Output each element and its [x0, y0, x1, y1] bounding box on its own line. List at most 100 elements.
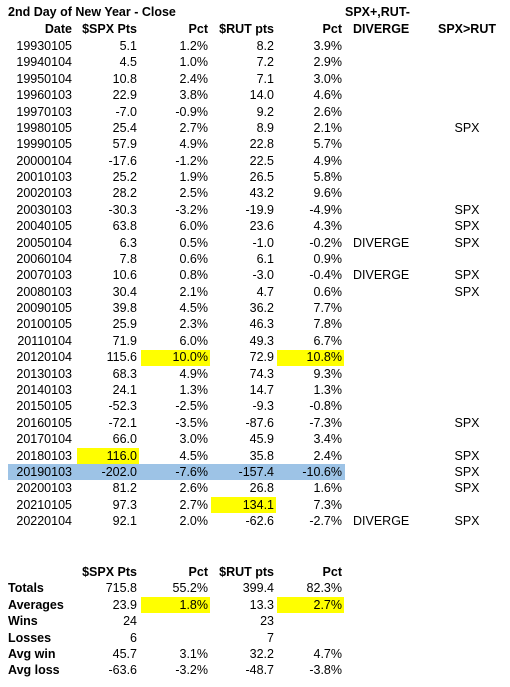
- table-cell: SPX: [454, 284, 480, 299]
- table-cell: 115.6: [106, 350, 137, 365]
- table-cell: 14.7: [249, 382, 274, 397]
- table-cell: 14.0: [249, 88, 274, 103]
- summary-cell: 4.7%: [313, 647, 343, 661]
- table-cell: 3.0%: [313, 71, 343, 86]
- table-cell: 7.8%: [313, 317, 343, 332]
- column-header: Date: [44, 22, 72, 36]
- table-cell: -4.9%: [309, 202, 342, 217]
- table-cell: 2.7%: [179, 120, 209, 135]
- table-cell: 20030103: [16, 202, 72, 217]
- table-cell: 19990105: [16, 137, 72, 152]
- table-cell: 0.9%: [313, 251, 343, 266]
- table-cell: SPX: [454, 448, 480, 463]
- table-cell: 2.0%: [179, 514, 209, 529]
- table-cell: SPX: [454, 481, 480, 496]
- table-cell: 10.8%: [306, 350, 342, 365]
- table-cell: 26.8: [249, 481, 274, 496]
- table-cell: 2.4%: [179, 71, 209, 86]
- table-cell: 2.9%: [313, 55, 343, 70]
- summary-label: Wins: [8, 614, 38, 629]
- table-cell: 35.8: [249, 448, 274, 463]
- table-cell: 6.0%: [179, 219, 209, 234]
- table-cell: DIVERGE: [353, 268, 410, 283]
- table-cell: 20220104: [16, 514, 72, 529]
- table-cell: 4.9%: [313, 153, 343, 168]
- table-cell: 22.8: [249, 137, 274, 152]
- table-cell: -62.6: [245, 514, 275, 529]
- summary-cell: 24: [123, 614, 137, 629]
- table-cell: 7.3%: [313, 497, 343, 512]
- table-cell: SPX: [454, 235, 480, 250]
- table-cell: 20040105: [16, 219, 72, 234]
- summary-cell: 82.3%: [306, 581, 342, 596]
- table-cell: 2.6%: [313, 104, 343, 119]
- table-cell: 30.4: [112, 284, 137, 299]
- table-cell: 4.5%: [179, 301, 209, 316]
- table-cell: 63.8: [112, 219, 137, 234]
- summary-label: Avg win: [8, 647, 56, 661]
- table-cell: 5.1: [119, 39, 137, 53]
- table-cell: -1.2%: [175, 153, 208, 168]
- table-cell: -0.9%: [175, 104, 208, 119]
- table-cell: -157.4: [238, 464, 274, 479]
- table-cell: 2.7%: [179, 497, 209, 512]
- column-header: SPX>RUT: [437, 22, 496, 36]
- summary-label: Losses: [8, 630, 52, 645]
- table-cell: SPX: [454, 464, 480, 479]
- table-cell: 0.5%: [179, 235, 209, 250]
- table-cell: 4.3%: [313, 219, 343, 234]
- table-cell: -7.6%: [175, 464, 208, 479]
- table-cell: 5.7%: [313, 137, 343, 152]
- table-cell: 66.0: [112, 432, 137, 447]
- table-cell: 25.2: [112, 170, 137, 185]
- cell-highlight: [141, 349, 210, 366]
- summary-header: $RUT pts: [219, 565, 274, 579]
- cell-highlight: [277, 349, 344, 366]
- table-cell: 20170104: [16, 432, 72, 447]
- cell-highlight: [77, 448, 139, 464]
- table-cell: -52.3: [108, 399, 138, 414]
- table-cell: 1.3%: [179, 382, 209, 397]
- table-cell: 25.9: [112, 317, 137, 332]
- table-cell: -7.3%: [309, 415, 342, 430]
- summary-cell: -3.2%: [175, 663, 208, 678]
- table-cell: 2.3%: [179, 317, 209, 332]
- table-cell: 81.2: [112, 481, 137, 496]
- table-cell: 20050104: [16, 235, 72, 250]
- table-cell: SPX: [454, 268, 480, 283]
- table-cell: 1.3%: [313, 382, 343, 397]
- table-cell: 28.2: [112, 186, 137, 201]
- table-cell: 7.1: [256, 71, 274, 86]
- table-cell: 22.9: [112, 88, 137, 103]
- summary-cell: 3.1%: [179, 647, 209, 661]
- table-cell: 3.9%: [313, 39, 343, 53]
- table-cell: -9.3: [252, 399, 274, 414]
- table-cell: 1.9%: [179, 170, 209, 185]
- table-cell: 19940104: [16, 55, 72, 70]
- table-cell: -3.5%: [175, 415, 208, 430]
- summary-cell: 55.2%: [172, 581, 208, 596]
- table-cell: 20160105: [16, 415, 72, 430]
- summary-cell: 6: [130, 630, 137, 645]
- table-cell: -0.8%: [309, 399, 342, 414]
- table-cell: -0.4%: [309, 268, 342, 283]
- table-cell: 49.3: [249, 333, 274, 348]
- table-cell: 10.8: [112, 71, 137, 86]
- table-cell: -3.2%: [175, 202, 208, 217]
- table-cell: 24.1: [112, 382, 137, 397]
- table-cell: 20000104: [16, 153, 72, 168]
- summary-label: Avg loss: [8, 663, 60, 678]
- table-cell: 57.9: [112, 137, 137, 152]
- cell-highlight: [277, 597, 344, 614]
- summary-cell: 32.2: [249, 647, 274, 661]
- summary-label: Averages: [8, 597, 64, 612]
- table-cell: 26.5: [249, 170, 274, 185]
- column-header: $SPX Pts: [82, 22, 137, 36]
- table-cell: -2.5%: [175, 399, 208, 414]
- table-cell: 2.4%: [313, 448, 343, 463]
- table-cell: 5.8%: [313, 170, 343, 185]
- column-header: Pct: [322, 22, 342, 36]
- table-cell: 2.1%: [313, 120, 343, 135]
- table-cell: 46.3: [249, 317, 274, 332]
- table-cell: 20110104: [17, 333, 72, 348]
